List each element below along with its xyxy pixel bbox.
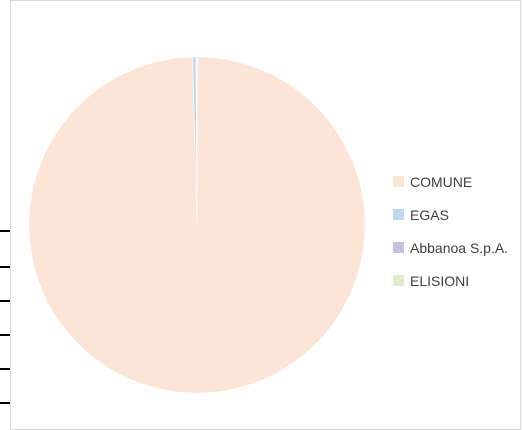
legend-swatch: [393, 176, 404, 187]
chart-legend: COMUNE EGAS Abbanoa S.p.A. ELISIONI: [393, 165, 508, 297]
legend-label: Abbanoa S.p.A.: [410, 239, 509, 256]
table-gridline: [0, 334, 12, 336]
legend-label: COMUNE: [410, 173, 473, 190]
legend-item-comune: COMUNE: [393, 165, 508, 198]
legend-swatch: [393, 275, 404, 286]
chart-area: COMUNE EGAS Abbanoa S.p.A. ELISIONI: [10, 0, 521, 430]
legend-label: EGAS: [410, 206, 449, 223]
legend-item-abbanoa: Abbanoa S.p.A.: [393, 231, 508, 264]
legend-item-egas: EGAS: [393, 198, 508, 231]
table-gridline: [0, 368, 12, 370]
legend-swatch: [393, 209, 404, 220]
table-gridline: [0, 266, 12, 268]
table-gridline: [0, 300, 12, 302]
table-gridline: [0, 230, 12, 232]
pie-chart: [28, 56, 366, 394]
legend-label: ELISIONI: [410, 272, 470, 289]
pie-slice-elisioni: [196, 56, 198, 226]
legend-swatch: [393, 242, 404, 253]
legend-item-elisioni: ELISIONI: [393, 264, 508, 297]
table-gridline: [0, 402, 12, 404]
